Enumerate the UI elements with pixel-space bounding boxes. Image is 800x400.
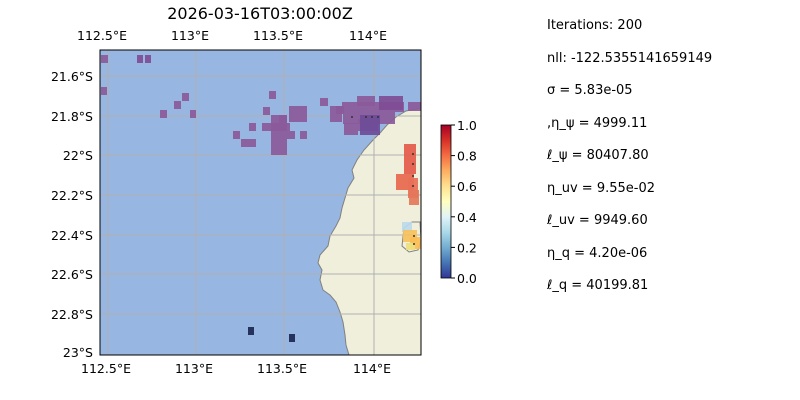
lon-tick-label: 112.5°E: [81, 361, 131, 376]
data-cell: [145, 55, 151, 63]
stat-line: ℓ_uv = 9949.60: [547, 213, 648, 228]
data-cell: [404, 144, 416, 174]
data-cell: [344, 123, 358, 135]
colorbar-tick-label: 1.0: [457, 118, 477, 133]
colorbar-tick-label: 0.4: [457, 210, 477, 225]
observation-point: [412, 153, 414, 155]
map-figure: 112.5°E 112.5°E 113°E 113°E 113.5°E 113.5°E 11…: [51, 28, 477, 376]
colorbar: [440, 124, 452, 279]
data-cell: [271, 115, 287, 155]
lon-tick-label: 114°E: [353, 361, 391, 376]
data-cell: [320, 98, 328, 106]
map-title: 2026-03-16T03:00:00Z: [167, 4, 353, 23]
stat-line: ℓ_ψ = 80407.80: [547, 148, 649, 163]
data-cell: [342, 102, 404, 112]
lon-tick-label: 113.5°E: [257, 361, 307, 376]
data-cell: [174, 101, 181, 109]
data-cell: [408, 102, 421, 111]
lat-tick-label: 22°S: [63, 148, 93, 163]
data-cell: [190, 110, 196, 118]
observation-point: [412, 185, 414, 187]
lon-tick-label: 113.5°E: [253, 28, 303, 43]
data-cell: [269, 91, 276, 99]
data-cell: [357, 96, 375, 106]
data-cell: [101, 55, 108, 63]
data-cell: [360, 115, 380, 135]
stat-line: σ = 5.83e-05: [547, 83, 633, 98]
data-cell: [289, 106, 307, 122]
lon-tick-label: 114°E: [349, 28, 387, 43]
stat-line: Iterations: 200: [547, 18, 643, 33]
data-cell: [289, 334, 295, 342]
lat-tick-label: 22.6°S: [51, 267, 93, 282]
map-frame: [99, 49, 422, 356]
data-cell: [263, 107, 270, 115]
data-cell: [279, 115, 287, 123]
stat-line: ,η_ψ = 4999.11: [547, 115, 648, 131]
lat-tick-label: 22.2°S: [51, 188, 93, 203]
colorbar-tick-label: 0.2: [457, 240, 477, 255]
data-cell: [233, 131, 240, 139]
stat-line: η_q = 4.20e-06: [547, 245, 648, 261]
data-cell: [137, 55, 143, 63]
colorbar-tick-label: 0.6: [457, 179, 477, 194]
lon-tick-label: 112.5°E: [77, 28, 127, 43]
colorbar-tick-label: 0.0: [457, 271, 477, 286]
observation-point: [351, 116, 353, 118]
lat-tick-label: 21.6°S: [51, 69, 93, 84]
data-cell: [160, 110, 167, 118]
stat-line: nll: -122.5355141659149: [547, 50, 713, 66]
data-cells: [101, 55, 421, 342]
data-cell: [379, 96, 403, 110]
data-cell: [402, 222, 412, 232]
data-cell: [101, 87, 107, 95]
stat-line: η_uv = 9.55e-02: [547, 180, 656, 196]
stat-line: ℓ_q = 40199.81: [547, 278, 649, 293]
lat-tick-label: 23°S: [63, 345, 93, 360]
lat-tick-label: 21.8°S: [51, 109, 93, 124]
observation-point: [413, 243, 415, 245]
data-cell: [248, 327, 254, 335]
lat-tick-label: 22.4°S: [51, 228, 93, 243]
data-cell: [241, 139, 256, 147]
land-area: [317, 107, 421, 355]
observation-point: [371, 116, 373, 118]
observation-point: [377, 116, 379, 118]
observation-point: [412, 175, 414, 177]
lon-tick-label: 113°E: [171, 28, 209, 43]
lon-tick-label: 113°E: [175, 361, 213, 376]
data-cell: [410, 237, 421, 249]
observation-point: [413, 235, 415, 237]
colorbar-tick-label: 0.8: [457, 149, 477, 164]
lat-tick-label: 22.8°S: [51, 307, 93, 322]
data-cell: [249, 123, 256, 131]
observation-point: [365, 116, 367, 118]
data-cell: [336, 106, 344, 114]
data-cell: [409, 190, 419, 205]
observation-point: [412, 163, 414, 165]
data-cell: [182, 93, 189, 101]
data-cell: [287, 131, 295, 139]
data-cell: [406, 243, 415, 250]
data-cell: [300, 131, 307, 139]
data-cell: [408, 178, 418, 198]
